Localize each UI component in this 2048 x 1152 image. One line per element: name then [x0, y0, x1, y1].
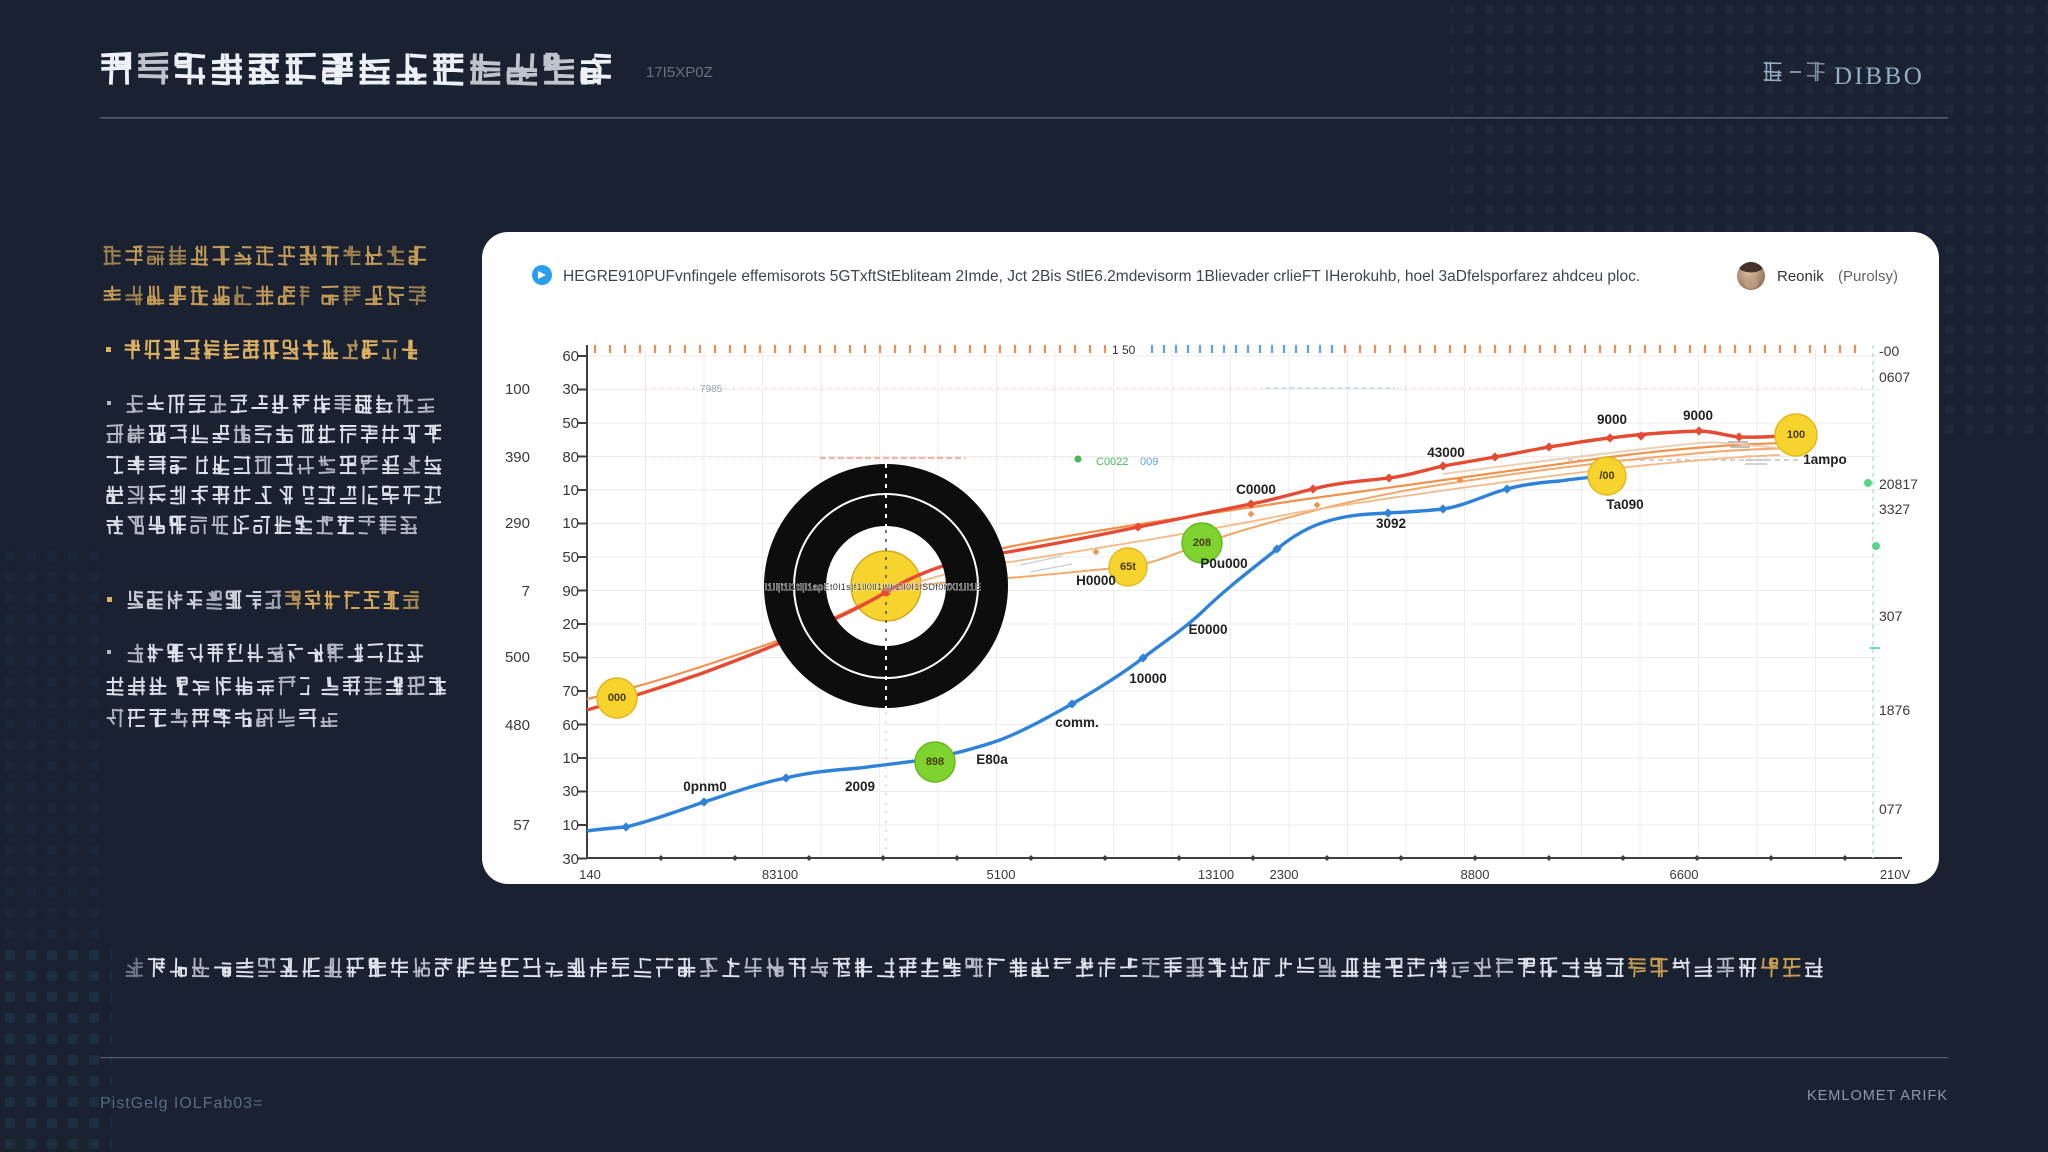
svg-text:E0000: E0000 [1188, 622, 1227, 637]
svg-text:P0u000: P0u000 [1200, 556, 1247, 571]
svg-text:0pnm0: 0pnm0 [683, 779, 727, 794]
svg-text:E80a: E80a [976, 752, 1008, 767]
svg-text:480: 480 [505, 717, 530, 734]
svg-text:C0022: C0022 [1096, 456, 1128, 468]
svg-text:6600: 6600 [1670, 867, 1699, 882]
svg-text:009: 009 [1140, 456, 1158, 468]
svg-text:7: 7 [522, 583, 530, 600]
svg-text:500: 500 [505, 649, 530, 666]
svg-text:3092: 3092 [1376, 516, 1406, 531]
svg-text:20817: 20817 [1879, 476, 1918, 492]
svg-text:50: 50 [562, 649, 579, 666]
svg-text:57: 57 [513, 817, 530, 834]
svg-text:HEGRE910PUFvnfingele effemisor: HEGRE910PUFvnfingele effemisorots 5GTxft… [563, 268, 1640, 285]
svg-text:/00: /00 [1599, 470, 1614, 482]
svg-text:140: 140 [579, 867, 601, 882]
svg-text:50: 50 [562, 415, 579, 432]
svg-text:000: 000 [608, 692, 626, 704]
svg-text:70: 70 [562, 683, 579, 700]
svg-text:10: 10 [562, 817, 579, 834]
svg-text:43000: 43000 [1427, 445, 1465, 460]
svg-text:30: 30 [562, 851, 579, 868]
svg-text:7985: 7985 [700, 384, 723, 395]
svg-text:307: 307 [1879, 608, 1903, 624]
svg-text:9000: 9000 [1683, 408, 1713, 423]
svg-text:DIBBO: DIBBO [1834, 63, 1924, 90]
svg-text:100: 100 [1787, 429, 1805, 441]
svg-text:comm.: comm. [1055, 715, 1099, 730]
svg-text:Ta090: Ta090 [1606, 497, 1643, 512]
svg-text:20: 20 [562, 616, 579, 633]
svg-text:3327: 3327 [1879, 501, 1910, 517]
svg-text:C0000: C0000 [1236, 482, 1276, 497]
svg-text:60: 60 [562, 717, 579, 734]
svg-text:10: 10 [562, 515, 579, 532]
svg-text:100: 100 [505, 381, 530, 398]
svg-text:50: 50 [562, 549, 579, 566]
svg-text:9000: 9000 [1597, 412, 1627, 427]
svg-text:2300: 2300 [1270, 867, 1299, 882]
svg-text:83100: 83100 [762, 867, 798, 882]
svg-text:290: 290 [505, 515, 530, 532]
svg-text:80: 80 [562, 449, 579, 466]
svg-text:13100: 13100 [1198, 867, 1234, 882]
svg-text:30: 30 [562, 783, 579, 800]
svg-text:(Purolsy): (Purolsy) [1838, 268, 1898, 285]
svg-text:5100: 5100 [987, 867, 1016, 882]
svg-text:90: 90 [562, 583, 579, 600]
svg-text:10000: 10000 [1129, 671, 1167, 686]
svg-text:65t: 65t [1120, 561, 1136, 573]
svg-text:1876: 1876 [1879, 702, 1910, 718]
svg-text:898: 898 [926, 756, 944, 768]
svg-text:l1Il|i1l1tI|l1apEt0l1s|f1ll0ll: l1Il|i1l1tI|l1apEt0l1s|f1ll0ll1lt|li1Il0… [765, 582, 981, 592]
svg-text:10: 10 [562, 482, 579, 499]
svg-text:H0000: H0000 [1076, 573, 1116, 588]
svg-text:077: 077 [1879, 801, 1903, 817]
svg-text:17I5XP0Z: 17I5XP0Z [646, 64, 713, 81]
svg-text:1ampo: 1ampo [1803, 452, 1847, 467]
svg-text:2009: 2009 [845, 779, 875, 794]
svg-text:8800: 8800 [1461, 867, 1490, 882]
svg-text:210V: 210V [1880, 867, 1911, 882]
svg-text:-00: -00 [1879, 343, 1899, 359]
svg-text:KEMLOMET ARIFK: KEMLOMET ARIFK [1807, 1088, 1948, 1104]
svg-text:208: 208 [1193, 537, 1211, 549]
svg-text:30: 30 [562, 381, 579, 398]
svg-text:0607: 0607 [1879, 369, 1910, 385]
svg-text:Reonik: Reonik [1777, 268, 1824, 285]
svg-text:1 50: 1 50 [1112, 343, 1136, 357]
svg-text:390: 390 [505, 449, 530, 466]
svg-text:10: 10 [562, 750, 579, 767]
svg-text:60: 60 [562, 348, 579, 365]
svg-text:PistGelg IOLFab03=: PistGelg IOLFab03= [100, 1095, 263, 1112]
